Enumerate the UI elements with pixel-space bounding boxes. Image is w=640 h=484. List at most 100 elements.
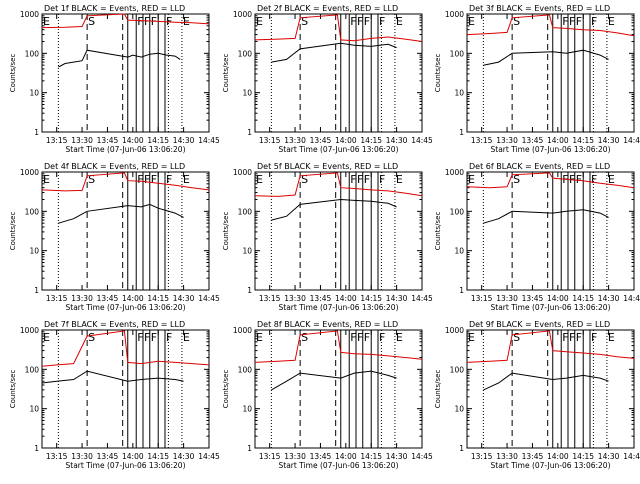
- x-tick-label: 14:00: [547, 452, 569, 461]
- event-marker-label: F: [364, 331, 370, 344]
- x-tick-label: 13:30: [71, 136, 93, 145]
- y-tick-label: 1: [459, 286, 464, 295]
- event-marker-label: E: [608, 15, 615, 28]
- plot-frame: [254, 329, 423, 449]
- y-axis-label: Counts/sec: [9, 370, 17, 409]
- x-tick-label: 13:30: [496, 136, 518, 145]
- x-tick-label: 14:45: [411, 294, 433, 303]
- x-axis-label: Start Time (07-Jun-06 13:06:20): [279, 461, 399, 470]
- y-tick-label: 1000: [445, 326, 464, 335]
- x-tick-label: 14:45: [411, 136, 433, 145]
- x-tick-label: 13:45: [522, 136, 544, 145]
- panel-title: Det 6f BLACK = Events, RED = LLD: [469, 162, 610, 171]
- plot-frame: [41, 171, 210, 291]
- plot-frame: [254, 171, 423, 291]
- y-tick-label: 1: [34, 286, 39, 295]
- x-tick-label: 14:00: [335, 452, 357, 461]
- event-marker-label: F: [569, 331, 575, 344]
- event-marker-label: F: [379, 331, 385, 344]
- event-marker-label: E: [608, 173, 615, 186]
- event-marker-label: F: [166, 173, 172, 186]
- event-marker-label: F: [569, 15, 575, 28]
- x-tick-label: 13:45: [310, 452, 332, 461]
- event-marker-label: E: [468, 173, 475, 186]
- event-marker-label: F: [151, 331, 157, 344]
- plot-frame: [466, 171, 635, 291]
- x-tick-label: 13:45: [97, 452, 119, 461]
- x-tick-label: 14:30: [386, 136, 408, 145]
- y-tick-label: 10: [454, 247, 464, 256]
- x-tick-label: 14:30: [173, 136, 195, 145]
- y-axis-label: Counts/sec: [434, 54, 442, 93]
- x-tick-label: 14:45: [411, 452, 433, 461]
- x-tick-label: 14:00: [335, 294, 357, 303]
- panel: Det 7f BLACK = Events, RED = LLD 1 10 100 10…: [9, 320, 220, 470]
- y-tick-label: 1: [247, 128, 252, 137]
- panel: Det 1f BLACK = Events, RED = LLD 1 10 100 10…: [9, 4, 220, 154]
- event-marker-label: F: [137, 331, 143, 344]
- panel: Det 3f BLACK = Events, RED = LLD 1 10 100 10…: [434, 4, 640, 154]
- y-tick-label: 1000: [233, 168, 252, 177]
- x-axis-label: Start Time (07-Jun-06 13:06:20): [491, 461, 611, 470]
- event-marker-label: F: [357, 15, 363, 28]
- event-marker-label: S: [301, 331, 308, 344]
- x-tick-label: 13:30: [284, 452, 306, 461]
- x-axis-label: Start Time (07-Jun-06 13:06:20): [491, 303, 611, 312]
- event-marker-label: F: [350, 15, 356, 28]
- y-axis-label: Counts/sec: [222, 212, 230, 251]
- x-tick-label: 13:45: [522, 452, 544, 461]
- y-tick-label: 1: [247, 286, 252, 295]
- panel-title: Det 7f BLACK = Events, RED = LLD: [44, 320, 185, 329]
- x-tick-label: 14:45: [623, 136, 640, 145]
- y-tick-label: 10: [29, 89, 39, 98]
- y-axis-label: Counts/sec: [9, 212, 17, 251]
- event-marker-label: F: [576, 15, 582, 28]
- event-marker-label: F: [591, 331, 597, 344]
- lld-series-line: [41, 172, 210, 192]
- x-axis-label: Start Time (07-Jun-06 13:06:20): [279, 145, 399, 154]
- y-tick-label: 100: [25, 49, 40, 58]
- x-axis-label: Start Time (07-Jun-06 13:06:20): [66, 303, 186, 312]
- event-marker-label: E: [183, 173, 190, 186]
- y-tick-label: 1000: [20, 168, 39, 177]
- x-tick-label: 14:30: [598, 136, 620, 145]
- x-tick-label: 14:15: [147, 294, 169, 303]
- panel: Det 8f BLACK = Events, RED = LLD 1 10 100 10…: [222, 320, 433, 470]
- x-tick-label: 14:00: [122, 452, 144, 461]
- plot-frame: [466, 13, 635, 133]
- y-tick-label: 100: [450, 207, 465, 216]
- y-tick-label: 100: [25, 207, 40, 216]
- y-tick-label: 10: [29, 247, 39, 256]
- x-tick-label: 14:15: [147, 136, 169, 145]
- events-series-line: [271, 198, 397, 221]
- x-tick-label: 13:15: [46, 294, 68, 303]
- panel-title: Det 8f BLACK = Events, RED = LLD: [257, 320, 398, 329]
- event-marker-label: S: [513, 15, 520, 28]
- x-tick-label: 13:15: [259, 294, 281, 303]
- y-tick-label: 1: [459, 128, 464, 137]
- lld-series-line: [466, 14, 635, 37]
- x-axis-label: Start Time (07-Jun-06 13:06:20): [279, 303, 399, 312]
- x-tick-label: 14:15: [360, 294, 382, 303]
- y-tick-label: 1000: [233, 10, 252, 19]
- x-tick-label: 13:15: [259, 452, 281, 461]
- event-marker-label: F: [144, 173, 150, 186]
- y-axis-label: Counts/sec: [434, 212, 442, 251]
- x-axis-label: Start Time (07-Jun-06 13:06:20): [491, 145, 611, 154]
- event-marker-label: F: [144, 331, 150, 344]
- panel-title: Det 3f BLACK = Events, RED = LLD: [469, 4, 610, 13]
- lld-series-line: [466, 172, 635, 189]
- lld-series-line: [41, 13, 210, 29]
- events-series-line: [41, 370, 184, 384]
- y-axis-label: Counts/sec: [222, 54, 230, 93]
- panel: Det 2f BLACK = Events, RED = LLD 1 10 100 10…: [222, 4, 433, 154]
- panel: Det 5f BLACK = Events, RED = LLD 1 10 100 10…: [222, 162, 433, 312]
- panel: Det 4f BLACK = Events, RED = LLD 1 10 100 10…: [9, 162, 220, 312]
- event-marker-label: F: [562, 331, 568, 344]
- lld-series-line: [466, 330, 635, 363]
- panel-title: Det 1f BLACK = Events, RED = LLD: [44, 4, 185, 13]
- x-tick-label: 14:30: [386, 452, 408, 461]
- event-marker-label: F: [379, 173, 385, 186]
- panel-title: Det 9f BLACK = Events, RED = LLD: [469, 320, 610, 329]
- x-tick-label: 13:15: [471, 136, 493, 145]
